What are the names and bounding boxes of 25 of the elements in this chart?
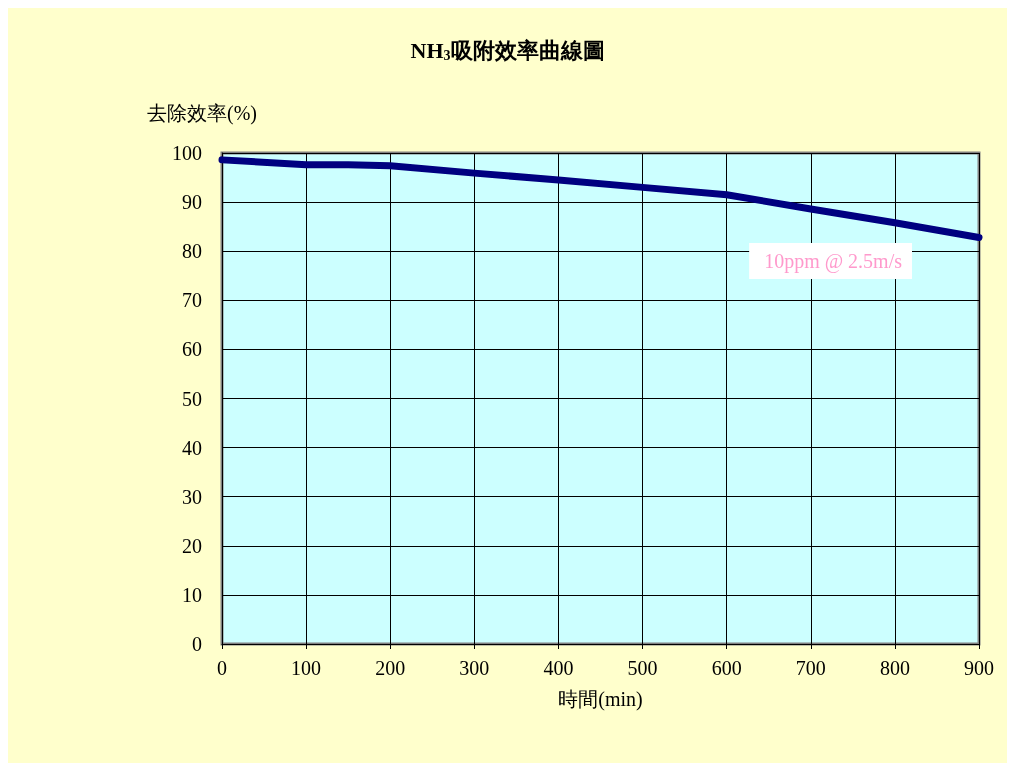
x-tick-label: 0 (217, 657, 227, 679)
y-tick-label: 100 (172, 142, 202, 164)
y-tick-label: 20 (182, 534, 202, 557)
x-tick-label: 100 (291, 657, 322, 679)
series-label: 10ppm @ 2.5m/s (764, 250, 903, 273)
y-tick-label: 50 (182, 387, 202, 410)
y-tick-label: 40 (182, 436, 202, 459)
y-axis-title: 去除效率(%) (147, 102, 257, 125)
x-tick-label: 200 (375, 657, 406, 679)
y-tick-label: 70 (182, 289, 202, 312)
y-tick-label: 60 (182, 338, 202, 361)
chart-title: NH3吸附效率曲線圖 (410, 37, 605, 63)
x-tick-label: 300 (459, 657, 490, 679)
y-tick-label: 0 (192, 633, 202, 655)
x-tick-label: 600 (711, 657, 742, 679)
y-tick-label: 30 (182, 485, 202, 508)
y-tick-label: 10 (182, 583, 202, 606)
y-tick-label: 80 (182, 240, 202, 263)
x-tick-label: 500 (627, 657, 658, 679)
y-tick-label: 90 (182, 191, 202, 214)
x-tick-label: 900 (964, 657, 994, 679)
x-tick-label: 800 (879, 657, 910, 679)
x-tick-label: 700 (795, 657, 826, 679)
x-tick-label: 400 (543, 657, 574, 679)
x-axis-title: 時間(min) (558, 688, 643, 711)
